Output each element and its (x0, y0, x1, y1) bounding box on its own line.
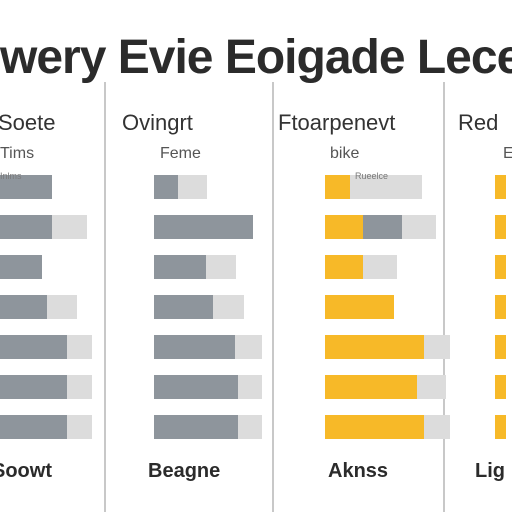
bar-segment (177, 175, 207, 199)
bar-row (0, 215, 92, 239)
bar-row (325, 375, 446, 399)
bar-segment (325, 375, 417, 399)
bar-segment (47, 295, 77, 319)
bar-segment (495, 335, 506, 359)
bar-segment (495, 215, 506, 239)
bar-segment (154, 215, 254, 239)
bar-row (154, 255, 262, 279)
bar-segment (0, 415, 67, 439)
bar-row (154, 335, 262, 359)
bar-segment (67, 335, 92, 359)
bar-annotation: Rueelce (355, 171, 389, 181)
bar-row (0, 175, 92, 199)
bar-row (325, 295, 437, 319)
bar-row (325, 255, 437, 279)
bar-segment (238, 415, 262, 439)
bar-segment (495, 175, 506, 199)
bar-segment (213, 295, 244, 319)
bar-segment (325, 215, 364, 239)
bar-annotation: Inlms (0, 171, 22, 181)
bar-segment (495, 295, 506, 319)
bar-row (495, 415, 512, 439)
bar-row (154, 415, 262, 439)
bar-segment (235, 335, 262, 359)
bar-row (154, 175, 262, 199)
column-divider (104, 82, 106, 512)
bar-row (0, 375, 92, 399)
bar-segment (363, 255, 397, 279)
bar-segment (52, 215, 87, 239)
bar-segment (205, 255, 237, 279)
bar-segment (67, 415, 92, 439)
chart-title: Ftoarpenevt (278, 110, 396, 135)
bar-segment (423, 415, 451, 439)
bar-segment (154, 415, 239, 439)
bar-segment (325, 255, 364, 279)
bar-segment (416, 375, 446, 399)
bar-segment (0, 255, 42, 279)
bar-segment (154, 175, 178, 199)
bar-row (0, 255, 92, 279)
bar-segment (325, 415, 424, 439)
chart-footer: Lig (475, 460, 505, 482)
bar-row (495, 255, 512, 279)
bar-segment (402, 215, 436, 239)
chart-title: Soete (0, 110, 56, 135)
chart-subtitle: E (503, 145, 512, 162)
bar-segment (325, 335, 424, 359)
chart-subtitle: Feme (160, 145, 201, 162)
bar-segment (154, 335, 235, 359)
bar-row (325, 215, 437, 239)
bar-segment (495, 255, 506, 279)
bar-segment (495, 415, 506, 439)
bar-segment (154, 375, 239, 399)
bar-segment (363, 215, 403, 239)
bar-row (495, 295, 512, 319)
bar-row (325, 175, 437, 199)
bar-segment (0, 375, 67, 399)
bar-row (0, 335, 92, 359)
bar-row (0, 415, 92, 439)
bar-row (154, 375, 262, 399)
bar-row (495, 335, 512, 359)
bar-row (154, 295, 262, 319)
bar-segment (0, 295, 47, 319)
bar-segment (325, 175, 350, 199)
bar-row (495, 175, 512, 199)
bar-row (325, 335, 451, 359)
bar-segment (325, 295, 395, 319)
bar-row (325, 415, 451, 439)
bar-segment (495, 375, 506, 399)
column-divider (443, 82, 445, 512)
bar-row (495, 375, 512, 399)
bar-segment (0, 215, 52, 239)
bar-row (495, 215, 512, 239)
bar-segment (349, 175, 423, 199)
bar-segment (67, 375, 92, 399)
bar-segment (0, 335, 67, 359)
chart-subtitle: Tims (0, 145, 35, 162)
column-divider (272, 82, 274, 512)
bar-segment (154, 255, 206, 279)
chart-footer: Aknss (328, 460, 389, 482)
page-title: wery Evie Eoigade Lecer (0, 31, 512, 84)
bar-segment (0, 175, 52, 199)
bar-segment (423, 335, 451, 359)
chart-footer: Beagne (148, 460, 221, 482)
chart-title: Red (458, 110, 499, 135)
bar-row (0, 295, 92, 319)
chart-footer: Soowt (0, 460, 52, 482)
bar-row (154, 215, 262, 239)
bar-segment (238, 375, 262, 399)
chart-subtitle: bike (330, 145, 360, 162)
bar-segment (154, 295, 214, 319)
chart-title: Ovingrt (122, 110, 193, 135)
